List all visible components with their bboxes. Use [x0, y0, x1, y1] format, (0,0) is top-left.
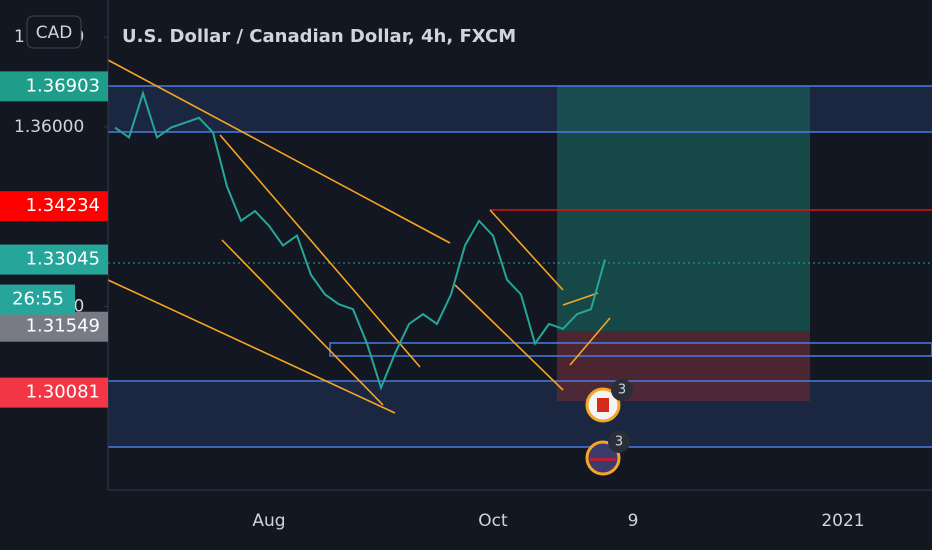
- price-tag: [0, 244, 108, 275]
- trendlines: [107, 59, 611, 414]
- target-box: [557, 86, 810, 331]
- countdown-box: [0, 284, 75, 315]
- price-tag: [0, 377, 108, 408]
- badge: [611, 379, 633, 401]
- price-tag-label: 1.30081: [26, 382, 100, 403]
- badge: [608, 431, 630, 453]
- chart-title: U.S. Dollar / Canadian Dollar, 4h, FXCM: [122, 26, 516, 47]
- countdown: 26:55: [12, 289, 64, 310]
- price-line: [114, 89, 606, 391]
- currency-button[interactable]: [26, 15, 82, 49]
- price-tag-label: 1.36903: [26, 75, 100, 96]
- price-tag: [0, 71, 108, 102]
- event-count: 3: [615, 435, 623, 450]
- price-tag-label: 1.33045: [26, 249, 100, 270]
- x-tick-label: Aug: [252, 511, 285, 531]
- price-tag-label: 1.31549: [26, 316, 100, 337]
- price-tag-label: 1.34234: [26, 195, 100, 216]
- x-tick-label: 9: [628, 511, 639, 531]
- event-count: 3: [618, 383, 626, 398]
- y-tick-label: 1.36000: [14, 117, 84, 137]
- x-tick-label: 2021: [821, 511, 864, 531]
- support-box: [329, 342, 932, 357]
- price-tag: [0, 191, 108, 222]
- flag-part: [597, 398, 609, 412]
- currency-label[interactable]: CAD: [36, 23, 73, 43]
- flag-part: [590, 458, 616, 461]
- price-tag: [0, 311, 108, 342]
- x-tick-label: Oct: [478, 511, 508, 531]
